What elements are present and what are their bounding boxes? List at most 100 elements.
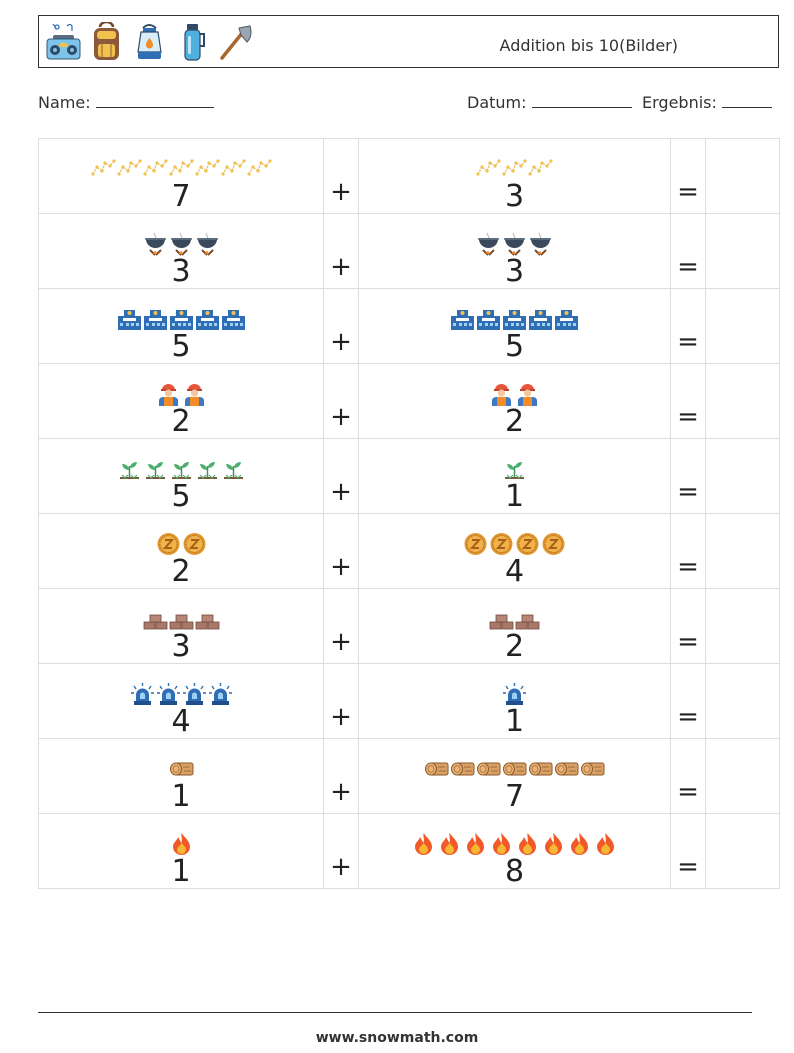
log-icon bbox=[424, 757, 449, 781]
fire-icon bbox=[169, 832, 194, 856]
worksheet-header: Addition bis 10(Bilder) bbox=[38, 15, 779, 68]
picture-group bbox=[359, 226, 670, 256]
worksheet-title: Addition bis 10(Bilder) bbox=[499, 36, 678, 55]
operand-number: 1 bbox=[171, 779, 191, 814]
answer-box[interactable] bbox=[705, 438, 780, 514]
equals-sign-cell: = bbox=[670, 363, 706, 439]
log-icon bbox=[528, 757, 553, 781]
equals-sign: = bbox=[677, 552, 699, 582]
picture-group bbox=[359, 601, 670, 631]
plus-sign-cell: + bbox=[323, 738, 359, 814]
coin-icon bbox=[463, 532, 488, 556]
operand-a: 2 bbox=[38, 363, 324, 439]
answer-box[interactable] bbox=[705, 363, 780, 439]
operand-number: 4 bbox=[171, 704, 191, 739]
answer-box[interactable] bbox=[705, 513, 780, 589]
plus-sign: + bbox=[330, 852, 352, 882]
picture-group bbox=[39, 676, 323, 706]
equals-sign: = bbox=[677, 627, 699, 657]
plus-sign-cell: + bbox=[323, 813, 359, 889]
sprout-icon bbox=[502, 457, 527, 481]
siren-icon bbox=[208, 682, 233, 706]
operand-number: 3 bbox=[171, 629, 191, 664]
answer-box[interactable] bbox=[705, 213, 780, 289]
siren-icon bbox=[502, 682, 527, 706]
picture-group bbox=[39, 826, 323, 856]
problem-row: 2 +4 = bbox=[38, 513, 780, 589]
plus-sign: + bbox=[330, 627, 352, 657]
plus-sign-cell: + bbox=[323, 588, 359, 664]
boombox-icon bbox=[45, 22, 82, 62]
answer-box[interactable] bbox=[705, 738, 780, 814]
plus-sign: + bbox=[330, 777, 352, 807]
equals-sign: = bbox=[677, 177, 699, 207]
sprout-icon bbox=[195, 457, 220, 481]
log-icon bbox=[476, 757, 501, 781]
worker-icon bbox=[156, 382, 181, 406]
picture-group bbox=[39, 151, 323, 181]
operand-a: 3 bbox=[38, 213, 324, 289]
plus-sign: + bbox=[330, 702, 352, 732]
lantern-icon bbox=[131, 22, 168, 62]
plus-sign: + bbox=[330, 327, 352, 357]
sprout-icon bbox=[143, 457, 168, 481]
police-station-icon bbox=[450, 307, 475, 331]
picture-group bbox=[359, 526, 670, 556]
answer-box[interactable] bbox=[705, 813, 780, 889]
fire-icon bbox=[541, 832, 566, 856]
answer-box[interactable] bbox=[705, 138, 780, 214]
police-station-icon bbox=[143, 307, 168, 331]
equals-sign: = bbox=[677, 252, 699, 282]
problem-row: 1 +7 = bbox=[38, 738, 780, 814]
plus-sign-cell: + bbox=[323, 663, 359, 739]
fire-icon bbox=[593, 832, 618, 856]
worker-icon bbox=[515, 382, 540, 406]
coin-icon bbox=[182, 532, 207, 556]
police-station-icon bbox=[502, 307, 527, 331]
cooking-pot-icon bbox=[143, 232, 168, 256]
plus-sign-cell: + bbox=[323, 288, 359, 364]
answer-box[interactable] bbox=[705, 663, 780, 739]
name-label: Name: bbox=[38, 93, 91, 112]
cooking-pot-icon bbox=[195, 232, 220, 256]
operand-b: 3 bbox=[358, 213, 671, 289]
log-icon bbox=[580, 757, 605, 781]
backpack-icon bbox=[88, 20, 125, 62]
problem-row: 3 +2 = bbox=[38, 588, 780, 664]
operand-b: 5 bbox=[358, 288, 671, 364]
bricks-icon bbox=[489, 607, 514, 631]
bricks-icon bbox=[169, 607, 194, 631]
picture-group bbox=[359, 451, 670, 481]
cooking-pot-icon bbox=[528, 232, 553, 256]
picture-group bbox=[39, 301, 323, 331]
cooking-pot-icon bbox=[169, 232, 194, 256]
log-icon bbox=[502, 757, 527, 781]
picture-group bbox=[39, 226, 323, 256]
picture-group bbox=[39, 601, 323, 631]
police-station-icon bbox=[528, 307, 553, 331]
equals-sign-cell: = bbox=[670, 138, 706, 214]
answer-box[interactable] bbox=[705, 288, 780, 364]
operand-a: 7 bbox=[38, 138, 324, 214]
sprout-icon bbox=[221, 457, 246, 481]
answer-box[interactable] bbox=[705, 588, 780, 664]
police-station-icon bbox=[169, 307, 194, 331]
operand-number: 2 bbox=[504, 629, 525, 664]
plus-sign-cell: + bbox=[323, 138, 359, 214]
constellation-icon bbox=[142, 157, 168, 181]
worker-icon bbox=[489, 382, 514, 406]
constellation-icon bbox=[194, 157, 220, 181]
equals-sign-cell: = bbox=[670, 288, 706, 364]
bricks-icon bbox=[143, 607, 168, 631]
equals-sign-cell: = bbox=[670, 213, 706, 289]
picture-group bbox=[359, 676, 670, 706]
equals-sign-cell: = bbox=[670, 813, 706, 889]
operand-number: 7 bbox=[504, 779, 525, 814]
problem-row: 4 +1 = bbox=[38, 663, 780, 739]
operand-number: 3 bbox=[504, 179, 525, 214]
bricks-icon bbox=[195, 607, 220, 631]
operand-number: 2 bbox=[171, 404, 191, 439]
result-blank bbox=[721, 94, 772, 108]
operand-number: 3 bbox=[171, 254, 191, 289]
axe-icon bbox=[217, 22, 254, 62]
